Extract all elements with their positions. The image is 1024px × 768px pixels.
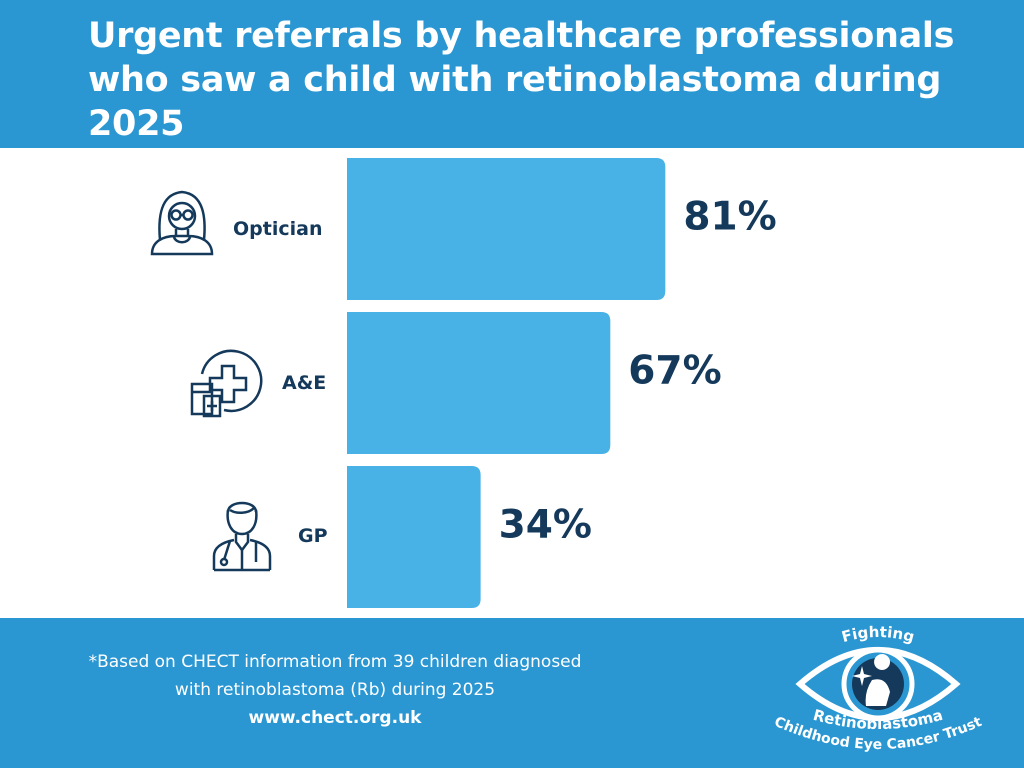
value-label-optician: 81% (683, 194, 777, 240)
footnote-line-1: *Based on CHECT information from 39 chil… (88, 652, 582, 672)
chect-logo: Fighting Retinoblastoma Childhood Eye Ca… (772, 623, 985, 753)
category-label-gp: GP (298, 525, 328, 547)
bar-chart (347, 158, 666, 608)
category-label-optician: Optician (233, 218, 323, 240)
website-link[interactable]: www.chect.org.uk (248, 708, 422, 728)
optician-icon (150, 190, 214, 256)
value-label-gp: 34% (498, 502, 592, 548)
hospital-icon (190, 349, 263, 418)
eye-outline (795, 647, 961, 721)
logo-top-text: Fighting (840, 623, 917, 646)
bar-gp (347, 466, 481, 608)
footnote-line-2: with retinoblastoma (Rb) during 2025 (174, 680, 496, 700)
chart-title: Urgent referrals by healthcare professio… (88, 16, 955, 144)
bar-optician (347, 158, 666, 300)
chart-area: Optician A&E GP 81% 67% 34% (0, 148, 1024, 618)
footer-band: *Based on CHECT information from 39 chil… (0, 618, 1024, 768)
value-label-ae: 67% (628, 348, 722, 394)
header-band: Urgent referrals by healthcare professio… (0, 0, 1024, 148)
svg-text:Fighting: Fighting (840, 623, 917, 646)
child-figure (865, 654, 891, 706)
footnote: *Based on CHECT information from 39 chil… (40, 648, 630, 732)
bar-ae (347, 312, 611, 454)
category-label-ae: A&E (282, 372, 327, 394)
doctor-icon (212, 501, 272, 572)
sparkle-icon (852, 666, 872, 686)
